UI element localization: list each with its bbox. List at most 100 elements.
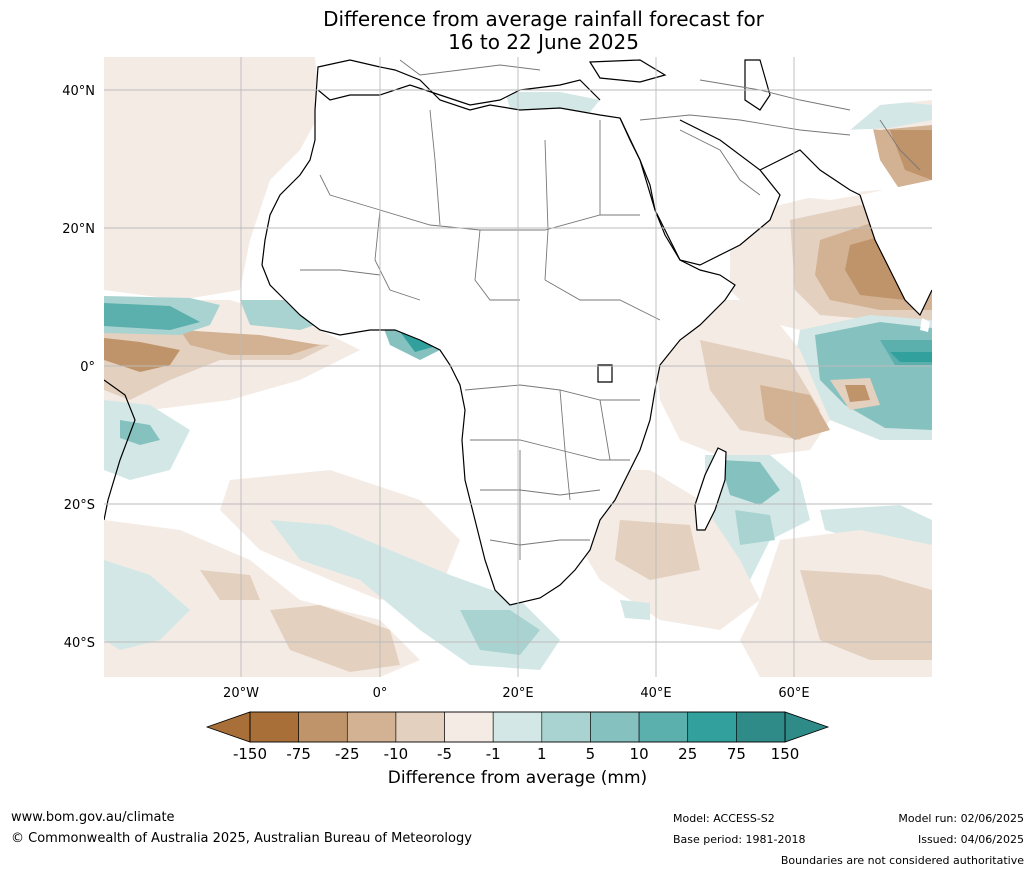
anomaly-region <box>104 560 190 650</box>
lat-label: 0° <box>80 360 95 375</box>
colorbar-tick-label: -10 <box>384 745 409 763</box>
border <box>559 389 571 501</box>
europe-land <box>315 57 560 105</box>
copyright-text: © Commonwealth of Australia 2025, Austra… <box>11 831 472 846</box>
border <box>544 139 549 281</box>
anomaly-region <box>270 605 400 672</box>
colorbar-tick-label: -25 <box>335 745 360 763</box>
border <box>300 269 381 276</box>
base-period-text: Base period: 1981-2018 <box>673 833 806 846</box>
anomaly-region <box>735 510 775 545</box>
map-title: Difference from average rainfall forecas… <box>0 8 1035 54</box>
border <box>474 229 520 301</box>
border <box>699 79 851 111</box>
lon-label: 0° <box>373 686 388 701</box>
anomaly-region <box>104 57 380 300</box>
colorbar-swatch <box>590 711 640 743</box>
europe-coast <box>317 79 601 106</box>
longitude-labels: 20°W 0° 20°E 40°E 60°E <box>223 686 810 701</box>
model-text: Model: ACCESS-S2 <box>673 812 775 825</box>
colorbar-tick-label: 10 <box>630 745 649 763</box>
anomaly-region <box>615 520 700 580</box>
colorbar-tick-label: 25 <box>678 745 697 763</box>
colorbar-swatch <box>346 711 397 743</box>
colorbar-tick-label: 75 <box>727 745 746 763</box>
colorbar-swatch <box>541 711 591 743</box>
colorbar-under-arrow <box>205 711 251 743</box>
colorbar-swatch <box>492 711 543 743</box>
title-line-1: Difference from average rainfall forecas… <box>323 7 764 31</box>
india-land <box>860 180 932 315</box>
coastlines <box>104 59 932 606</box>
anomaly-region <box>800 570 932 660</box>
colorbar-tick-label: -150 <box>233 745 267 763</box>
anomaly-region <box>505 92 600 112</box>
colorbar-swatch <box>298 711 348 743</box>
anomaly-region <box>104 338 180 372</box>
colorbar-title: Difference from average (mm) <box>387 768 648 788</box>
africa-coast <box>261 59 736 606</box>
border <box>489 539 590 546</box>
lon-label: 40°E <box>640 686 671 701</box>
country-borders <box>300 59 921 560</box>
colorbar-swatch <box>249 711 299 743</box>
sri-lanka-land <box>920 318 930 332</box>
india-coast <box>859 194 932 317</box>
colorbar-tick-label: -75 <box>286 745 311 763</box>
arabia-land <box>620 118 780 280</box>
disclaimer-text: Boundaries are not considered authoritat… <box>780 854 1024 867</box>
anomaly-region <box>845 385 870 402</box>
anomaly-region <box>120 420 160 445</box>
gulf-coast <box>759 149 861 196</box>
colorbar-tick-label: 1 <box>537 745 547 763</box>
anomaly-region <box>890 352 932 362</box>
colorbar: -150 -75 -25 -10 -5 -1 1 5 10 25 75 150 <box>205 711 830 763</box>
issued-text: Issued: 04/06/2025 <box>917 833 1024 846</box>
website-text: www.bom.gov.au/climate <box>11 810 175 825</box>
brazil-coast <box>104 379 136 521</box>
middle-east-land <box>560 57 932 200</box>
colorbar-tick-label: 150 <box>771 745 800 763</box>
border <box>879 119 921 171</box>
lat-label: 40°S <box>64 636 95 651</box>
black-sea-coast <box>588 59 667 83</box>
anomaly-region <box>460 610 540 655</box>
lake-victoria <box>597 364 613 383</box>
border <box>399 59 541 76</box>
border <box>544 279 661 321</box>
madagascar-coast <box>694 447 727 531</box>
border <box>599 399 611 461</box>
anomaly-region <box>180 330 320 355</box>
lat-label: 40°N <box>62 84 95 99</box>
colorbar-swatch <box>444 711 494 743</box>
latitude-labels: 40°N 20°N 0° 20°S 40°S <box>62 84 95 651</box>
colorbar-tick-label: -5 <box>437 745 452 763</box>
border <box>319 174 640 231</box>
colorbar-swatch <box>638 711 689 743</box>
border <box>374 209 421 301</box>
lon-label: 20°E <box>502 686 533 701</box>
anomaly-region <box>104 303 200 330</box>
colorbar-outline <box>249 711 786 743</box>
gridlines <box>104 57 932 677</box>
colorbar-tick-label: 5 <box>586 745 596 763</box>
anomaly-region <box>200 570 260 600</box>
border <box>639 114 851 136</box>
colorbar-tick-label: -1 <box>486 745 501 763</box>
lon-label: 20°W <box>223 686 259 701</box>
colorbar-swatch <box>687 711 737 743</box>
border <box>679 129 761 196</box>
colorbar-swatch <box>736 711 786 743</box>
madagascar-land <box>695 448 726 530</box>
lat-label: 20°N <box>62 222 95 237</box>
arabia-coast <box>619 117 781 266</box>
lon-label: 60°E <box>778 686 809 701</box>
colorbar-swatch <box>395 711 445 743</box>
caspian-coast <box>744 59 771 111</box>
anomaly-region <box>890 130 932 180</box>
colorbar-over-arrow <box>784 711 830 743</box>
border <box>480 489 601 496</box>
lat-label: 20°S <box>64 498 95 513</box>
anomaly-region <box>720 460 780 505</box>
anomaly-region <box>760 385 830 440</box>
